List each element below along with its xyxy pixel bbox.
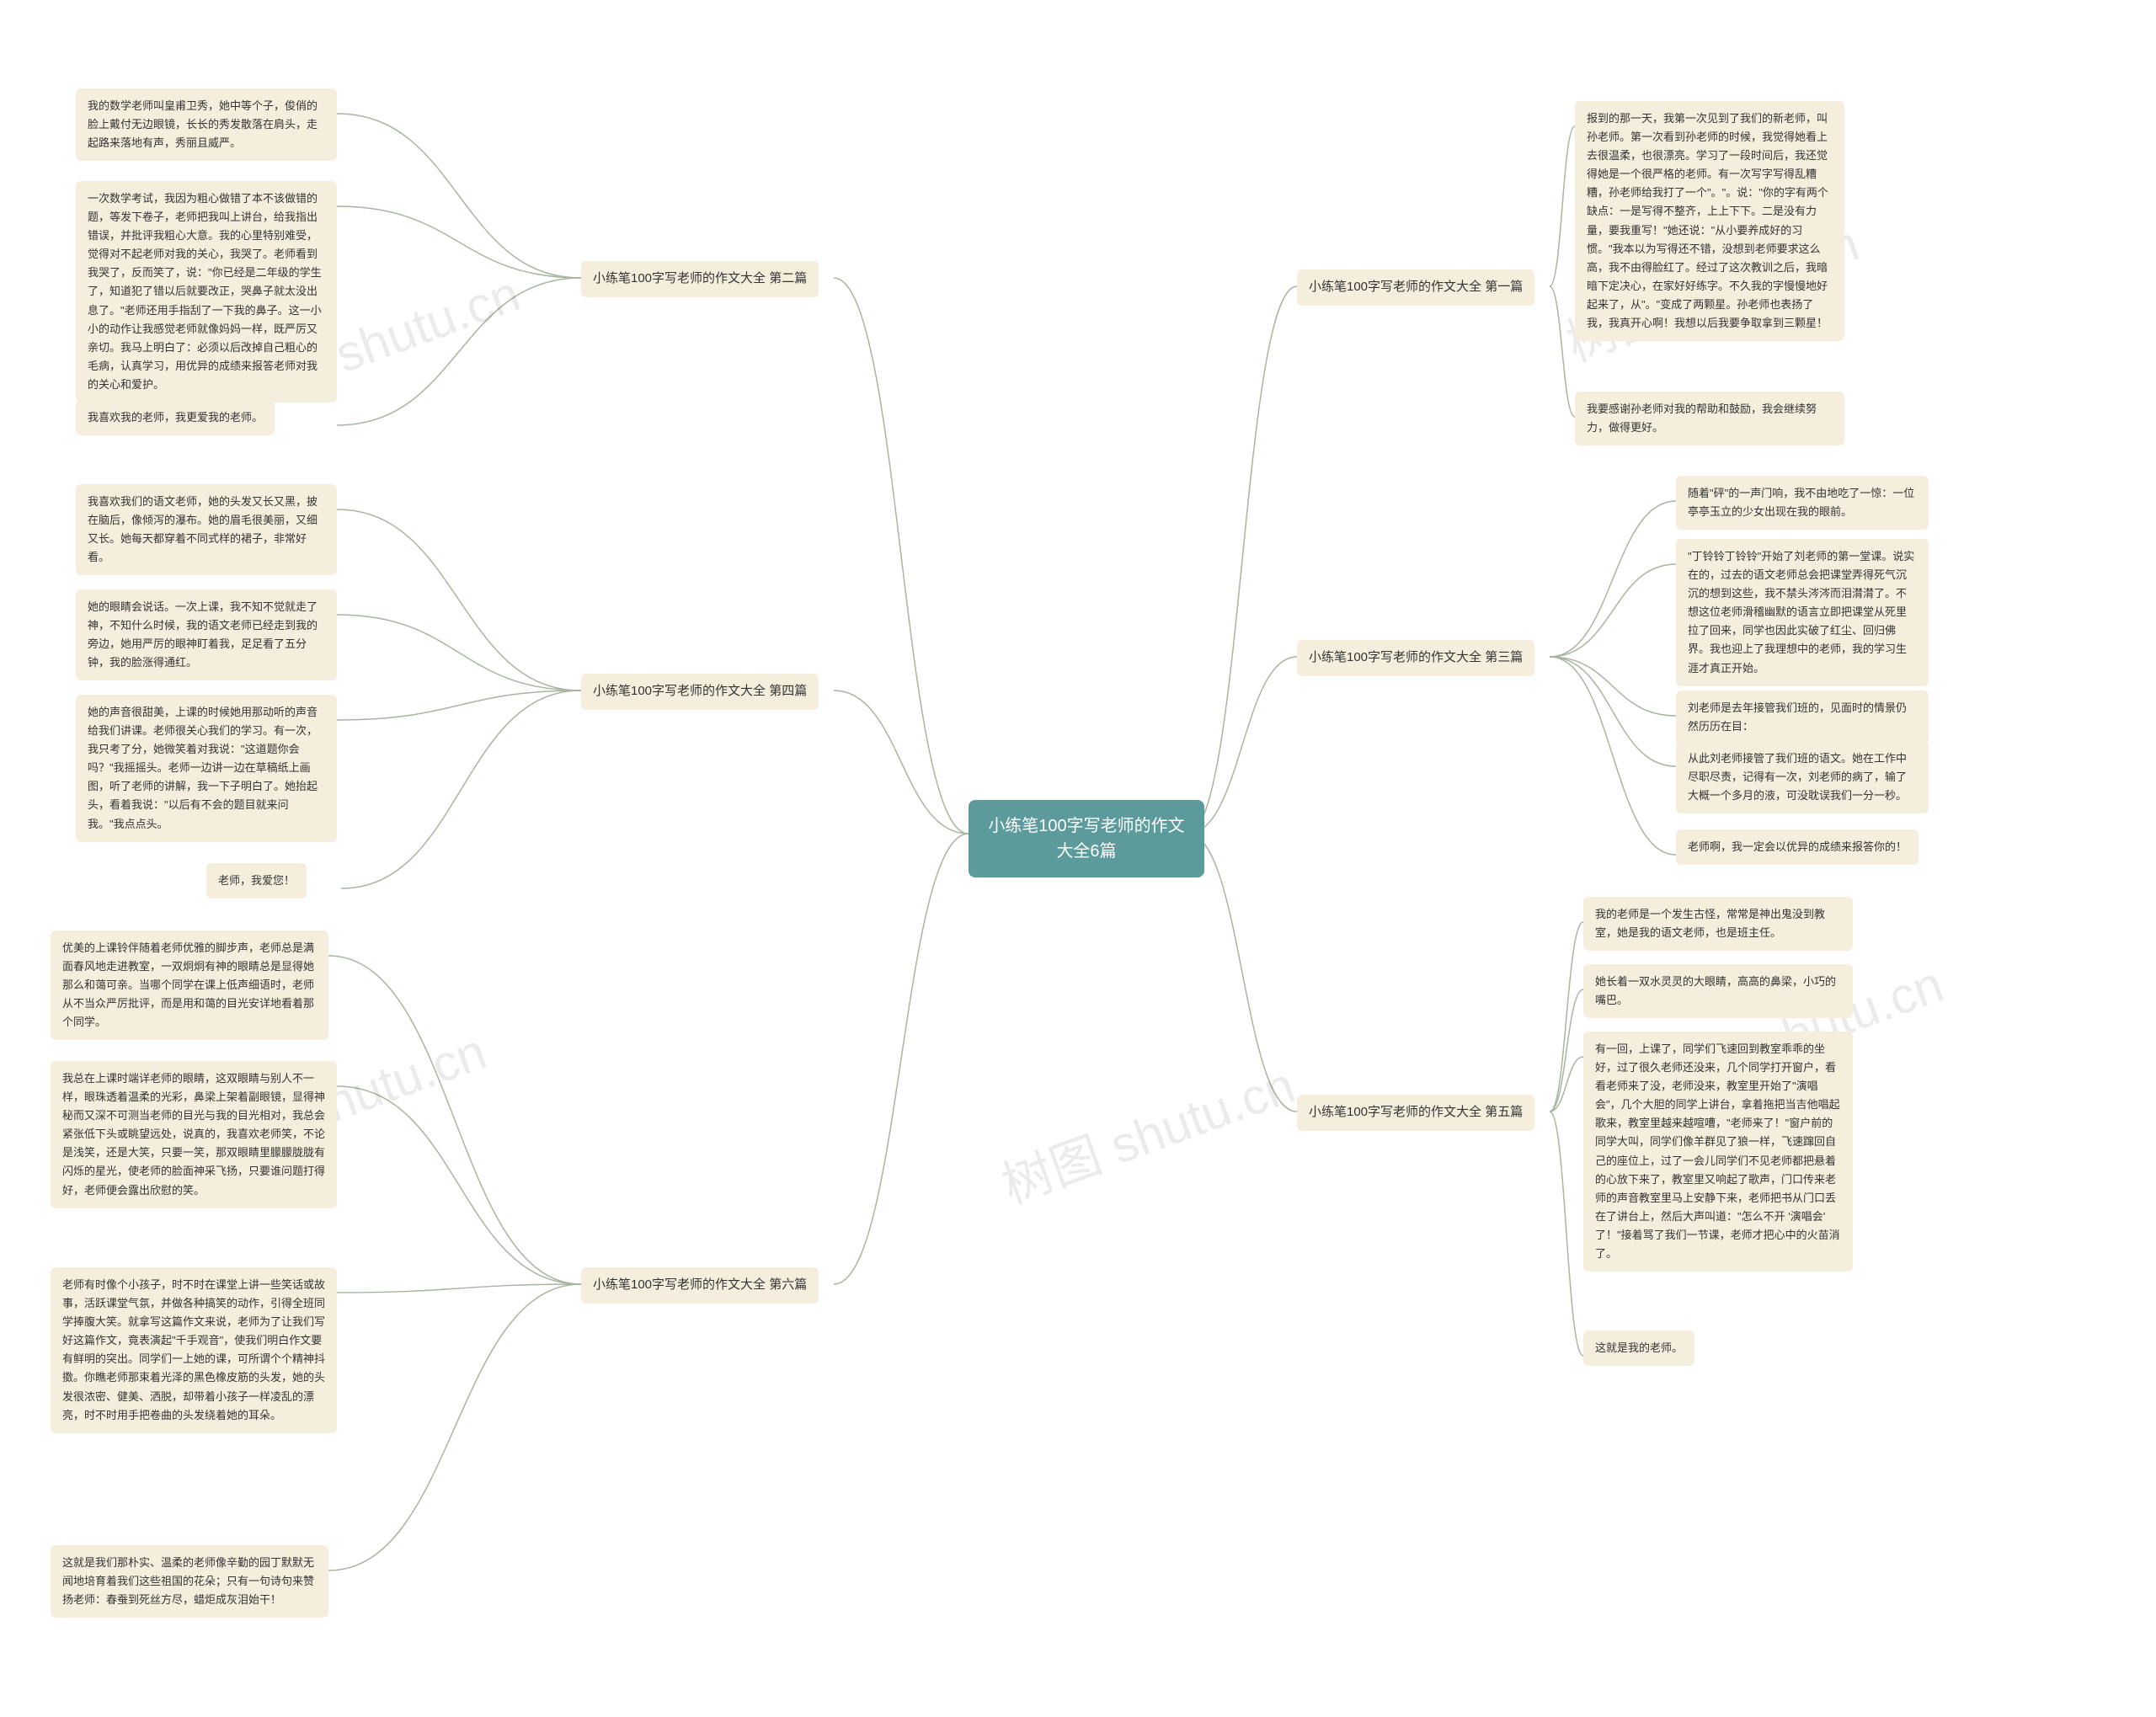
leaf-node: 刘老师是去年接管我们班的，见面时的情景仍然历历在目： [1676, 691, 1929, 744]
leaf-node: 我的老师是一个发生古怪，常常是神出鬼没到教室，她是我的语文老师，也是班主任。 [1583, 897, 1853, 951]
leaf-node: "丁铃铃丁铃铃"开始了刘老师的第一堂课。说实在的，过去的语文老师总会把课堂弄得死… [1676, 539, 1929, 686]
leaf-node: 她的声音很甜美，上课的时候她用那动听的声音给我们讲课。老师很关心我们的学习。有一… [76, 695, 337, 842]
leaf-node: 我要感谢孙老师对我的帮助和鼓励，我会继续努力，做得更好。 [1575, 392, 1844, 445]
leaf-node: 老师有时像个小孩子，时不时在课堂上讲一些笑话或故事，活跃课堂气氛，并做各种搞笑的… [51, 1267, 337, 1433]
leaf-node: 这就是我的老师。 [1583, 1330, 1694, 1366]
leaf-node: 我喜欢我的老师，我更爱我的老师。 [76, 400, 275, 435]
leaf-node: 一次数学考试，我因为粗心做错了本不该做错的题，等发下卷子，老师把我叫上讲台，给我… [76, 181, 337, 403]
leaf-node: 她的眼睛会说话。一次上课，我不知不觉就走了神，不知什么时候，我的语文老师已经走到… [76, 589, 337, 680]
leaf-node: 老师啊，我一定会以优异的成绩来报答你的！ [1676, 829, 1919, 865]
leaf-node: 我的数学老师叫皇甫卫秀，她中等个子，俊俏的脸上戴付无边眼镜，长长的秀发散落在肩头… [76, 88, 337, 161]
leaf-node: 从此刘老师接管了我们班的语文。她在工作中尽职尽责，记得有一次，刘老师的病了，输了… [1676, 741, 1929, 813]
leaf-node: 有一回，上课了，同学们飞速回到教室乖乖的坐好，过了很久老师还没来，几个同学打开窗… [1583, 1032, 1853, 1272]
leaf-node: 我总在上课时端详老师的眼睛，这双眼睛与别人不一样，眼珠透着温柔的光彩，鼻梁上架着… [51, 1061, 337, 1208]
branch-node: 小练笔100字写老师的作文大全 第三篇 [1297, 640, 1534, 676]
leaf-node: 她长着一双水灵灵的大眼睛，高高的鼻梁，小巧的嘴巴。 [1583, 964, 1853, 1018]
leaf-node: 我喜欢我们的语文老师，她的头发又长又黑，披在脑后，像倾泻的瀑布。她的眉毛很美丽，… [76, 484, 337, 575]
leaf-node: 这就是我们那朴实、温柔的老师像辛勤的园丁默默无闻地培育着我们这些祖国的花朵；只有… [51, 1545, 328, 1618]
leaf-node: 优美的上课铃伴随着老师优雅的脚步声，老师总是满面春风地走进教室，一双炯炯有神的眼… [51, 930, 328, 1040]
branch-node: 小练笔100字写老师的作文大全 第四篇 [581, 674, 819, 710]
branch-node: 小练笔100字写老师的作文大全 第六篇 [581, 1267, 819, 1304]
branch-node: 小练笔100字写老师的作文大全 第一篇 [1297, 269, 1534, 306]
leaf-node: 报到的那一天，我第一次见到了我们的新老师，叫孙老师。第一次看到孙老师的时候，我觉… [1575, 101, 1844, 341]
branch-node: 小练笔100字写老师的作文大全 第五篇 [1297, 1095, 1534, 1131]
branch-node: 小练笔100字写老师的作文大全 第二篇 [581, 261, 819, 297]
leaf-node: 老师，我爱您！ [206, 863, 307, 898]
center-node: 小练笔100字写老师的作文大全6篇 [969, 800, 1204, 877]
watermark: 树图 shutu.cn [990, 1044, 1303, 1218]
leaf-node: 随着"砰"的一声门响，我不由地吃了一惊：一位亭亭玉立的少女出现在我的眼前。 [1676, 476, 1929, 530]
